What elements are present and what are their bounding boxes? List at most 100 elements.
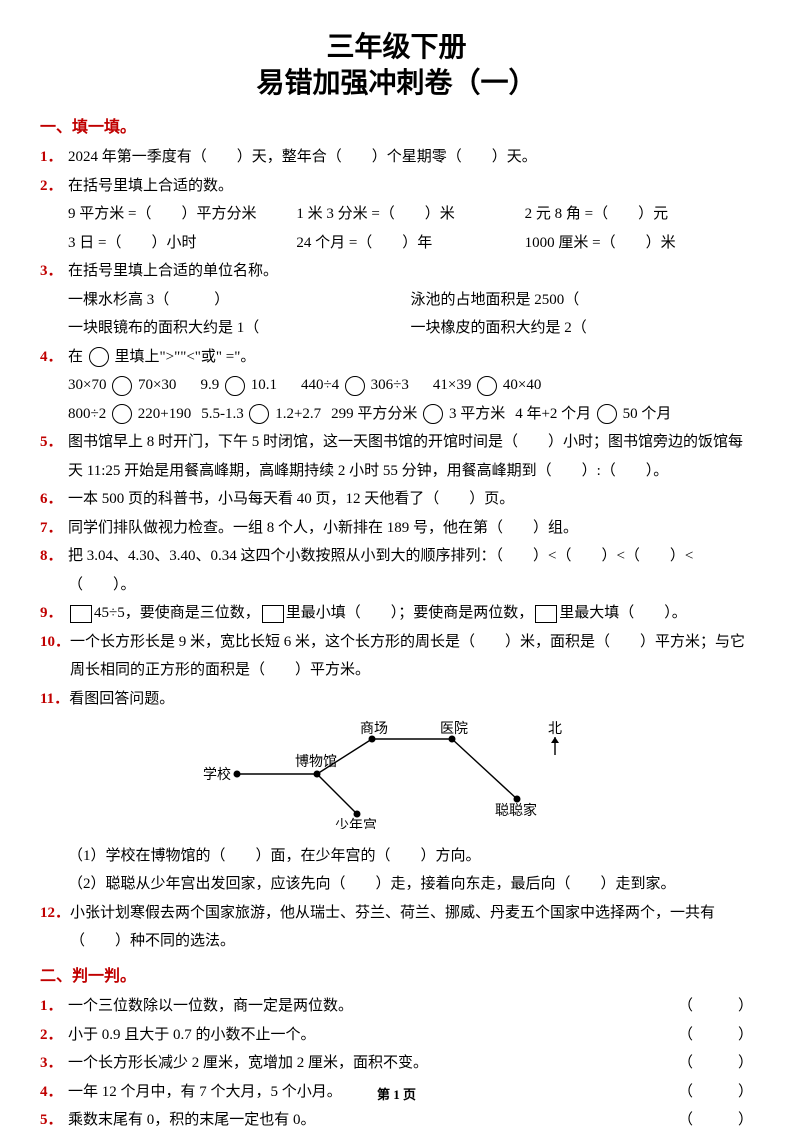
q3-r1b: 泳池的占地面积是 2500（ bbox=[411, 286, 754, 315]
tf-paren: （ ） bbox=[678, 992, 753, 1021]
q4-stem: 在 里填上">""<"或" ="。 bbox=[68, 343, 753, 372]
q4r2c2: 3 平方米 bbox=[449, 406, 505, 422]
q4r1d1: 41×39 bbox=[433, 377, 471, 393]
q12-num: 12． bbox=[40, 899, 70, 928]
svg-text:少年宫: 少年宫 bbox=[335, 818, 377, 829]
page-footer: 第 1 页 bbox=[0, 1083, 793, 1108]
q2-r2c: 1000 厘米 =（ ）米 bbox=[525, 229, 753, 258]
q5: 5． 图书馆早上 8 时开门，下午 5 时闭馆，这一天图书馆的开馆时间是（ ）小… bbox=[40, 428, 753, 485]
q2-row1: 9 平方米 =（ ）平方分米 1 米 3 分米 =（ ）米 2 元 8 角 =（… bbox=[40, 200, 753, 229]
q4r1d2: 40×40 bbox=[503, 377, 541, 393]
q4-num: 4． bbox=[40, 343, 68, 372]
q5-text: 图书馆早上 8 时开门，下午 5 时闭馆，这一天图书馆的开馆时间是（ ）小时；图… bbox=[68, 428, 753, 485]
q3-r2a: 一块眼镜布的面积大约是 1（ bbox=[68, 314, 411, 343]
q4r1a1: 30×70 bbox=[68, 377, 106, 393]
q11-sub1: （1）学校在博物馆的（ ）面，在少年宫的（ ）方向。 bbox=[40, 842, 753, 871]
q4: 4． 在 里填上">""<"或" ="。 bbox=[40, 343, 753, 372]
q3-num: 3． bbox=[40, 257, 68, 286]
q4r1c2: 306÷3 bbox=[371, 377, 409, 393]
q4r2b1: 5.5-1.3 bbox=[201, 406, 244, 422]
q8-text: 把 3.04、4.30、3.40、0.34 这四个小数按照从小到大的顺序排列：（… bbox=[68, 542, 753, 599]
section1-heading: 一、填一填。 bbox=[40, 113, 753, 143]
q12-text: 小张计划寒假去两个国家旅游，他从瑞士、芬兰、荷兰、挪威、丹麦五个国家中选择两个，… bbox=[70, 899, 753, 956]
section2-heading: 二、判一判。 bbox=[40, 962, 753, 992]
q6-num: 6． bbox=[40, 485, 68, 514]
q12: 12． 小张计划寒假去两个国家旅游，他从瑞士、芬兰、荷兰、挪威、丹麦五个国家中选… bbox=[40, 899, 753, 956]
q10-num: 10． bbox=[40, 628, 70, 657]
q2-r1b: 1 米 3 分米 =（ ）米 bbox=[296, 200, 524, 229]
tf-text: 一个三位数除以一位数，商一定是两位数。 bbox=[68, 992, 678, 1021]
q3: 3． 在括号里填上合适的单位名称。 bbox=[40, 257, 753, 286]
q8: 8． 把 3.04、4.30、3.40、0.34 这四个小数按照从小到大的顺序排… bbox=[40, 542, 753, 599]
q9b: 里最小填（ ）；要使商是两位数， bbox=[286, 605, 534, 621]
q3-row1: 一棵水杉高 3（ ） 泳池的占地面积是 2500（ bbox=[40, 286, 753, 315]
q4r2c1: 299 平方分米 bbox=[331, 406, 417, 422]
q11-stem: 看图回答问题。 bbox=[69, 685, 753, 714]
title-line2: 易错加强冲刺卷（一） bbox=[40, 66, 753, 102]
tf-text: 小于 0.9 且大于 0.7 的小数不止一个。 bbox=[68, 1021, 678, 1050]
tf-paren: （ ） bbox=[678, 1021, 753, 1050]
q4r1a2: 70×30 bbox=[138, 377, 176, 393]
svg-text:博物馆: 博物馆 bbox=[295, 753, 337, 770]
q4r2a2: 220+190 bbox=[138, 406, 191, 422]
q3-stem: 在括号里填上合适的单位名称。 bbox=[68, 257, 753, 286]
q4-row1: 30×70 70×30 9.9 10.1 440÷4 306÷3 41×39 4… bbox=[40, 371, 753, 400]
q4r2d1: 4 年+2 个月 bbox=[515, 406, 591, 422]
q2: 2． 在括号里填上合适的数。 bbox=[40, 172, 753, 201]
map-diagram-svg: 学校博物馆商场医院少年宫聪聪家北 bbox=[197, 719, 597, 829]
q5-num: 5． bbox=[40, 428, 68, 457]
q9-num: 9． bbox=[40, 599, 68, 628]
q8-num: 8． bbox=[40, 542, 68, 571]
tf-num: 3． bbox=[40, 1049, 68, 1078]
q1-num: 1． bbox=[40, 143, 68, 172]
q4r1c1: 440÷4 bbox=[301, 377, 339, 393]
tf-text: 一个长方形长减少 2 厘米，宽增加 2 厘米，面积不变。 bbox=[68, 1049, 678, 1078]
q6-text: 一本 500 页的科普书，小马每天看 40 页，12 天他看了（ ）页。 bbox=[68, 485, 753, 514]
q2-stem: 在括号里填上合适的数。 bbox=[68, 172, 753, 201]
circle-icon bbox=[249, 404, 269, 424]
tf-paren: （ ） bbox=[678, 1106, 753, 1135]
svg-text:商场: 商场 bbox=[360, 721, 388, 737]
q4r2a1: 800÷2 bbox=[68, 406, 106, 422]
svg-text:医院: 医院 bbox=[440, 721, 468, 737]
q10-text: 一个长方形长是 9 米，宽比长短 6 米，这个长方形的周长是（ ）米，面积是（ … bbox=[70, 628, 753, 685]
circle-icon bbox=[423, 404, 443, 424]
q4r2d2: 50 个月 bbox=[623, 406, 672, 422]
q2-r1c: 2 元 8 角 =（ ）元 bbox=[525, 200, 753, 229]
q10: 10． 一个长方形长是 9 米，宽比长短 6 米，这个长方形的周长是（ ）米，面… bbox=[40, 628, 753, 685]
circle-icon bbox=[345, 376, 365, 396]
q7: 7． 同学们排队做视力检查。一组 8 个人，小新排在 189 号，他在第（ ）组… bbox=[40, 514, 753, 543]
tf-item: 1．一个三位数除以一位数，商一定是两位数。（ ） bbox=[40, 992, 753, 1021]
svg-text:北: 北 bbox=[548, 721, 562, 737]
tf-paren: （ ） bbox=[678, 1049, 753, 1078]
q7-num: 7． bbox=[40, 514, 68, 543]
circle-icon bbox=[597, 404, 617, 424]
circle-icon bbox=[89, 347, 109, 367]
q9a: 45÷5，要使商是三位数， bbox=[94, 605, 260, 621]
q2-r2a: 3 日 =（ ）小时 bbox=[68, 229, 296, 258]
q2-row2: 3 日 =（ ）小时 24 个月 =（ ）年 1000 厘米 =（ ）米 bbox=[40, 229, 753, 258]
q7-text: 同学们排队做视力检查。一组 8 个人，小新排在 189 号，他在第（ ）组。 bbox=[68, 514, 753, 543]
q3-r1a: 一棵水杉高 3（ ） bbox=[68, 286, 411, 315]
q3-row2: 一块眼镜布的面积大约是 1（ 一块橡皮的面积大约是 2（ bbox=[40, 314, 753, 343]
circle-icon bbox=[477, 376, 497, 396]
q11: 11． 看图回答问题。 bbox=[40, 685, 753, 714]
tf-item: 3．一个长方形长减少 2 厘米，宽增加 2 厘米，面积不变。（ ） bbox=[40, 1049, 753, 1078]
q11-num: 11． bbox=[40, 685, 69, 714]
q11-diagram: 学校博物馆商场医院少年宫聪聪家北 bbox=[197, 719, 597, 840]
tf-text: 乘数末尾有 0，积的末尾一定也有 0。 bbox=[68, 1106, 678, 1135]
title-line1: 三年级下册 bbox=[40, 30, 753, 66]
q2-r2b: 24 个月 =（ ）年 bbox=[296, 229, 524, 258]
svg-text:学校: 学校 bbox=[203, 766, 231, 783]
q2-num: 2． bbox=[40, 172, 68, 201]
q4r1b2: 10.1 bbox=[251, 377, 277, 393]
square-box-icon bbox=[70, 605, 92, 623]
q1-text: 2024 年第一季度有（ ）天，整年合（ ）个星期零（ ）天。 bbox=[68, 143, 753, 172]
circle-icon bbox=[112, 376, 132, 396]
tf-item: 2．小于 0.9 且大于 0.7 的小数不止一个。（ ） bbox=[40, 1021, 753, 1050]
tf-num: 5． bbox=[40, 1106, 68, 1135]
q9c: 里最大填（ ）。 bbox=[559, 605, 687, 621]
q4-row2: 800÷2 220+190 5.5-1.3 1.2+2.7 299 平方分米 3… bbox=[40, 400, 753, 429]
q4r1b1: 9.9 bbox=[200, 377, 219, 393]
q11-sub2: （2）聪聪从少年宫出发回家，应该先向（ ）走，接着向东走，最后向（ ）走到家。 bbox=[40, 870, 753, 899]
